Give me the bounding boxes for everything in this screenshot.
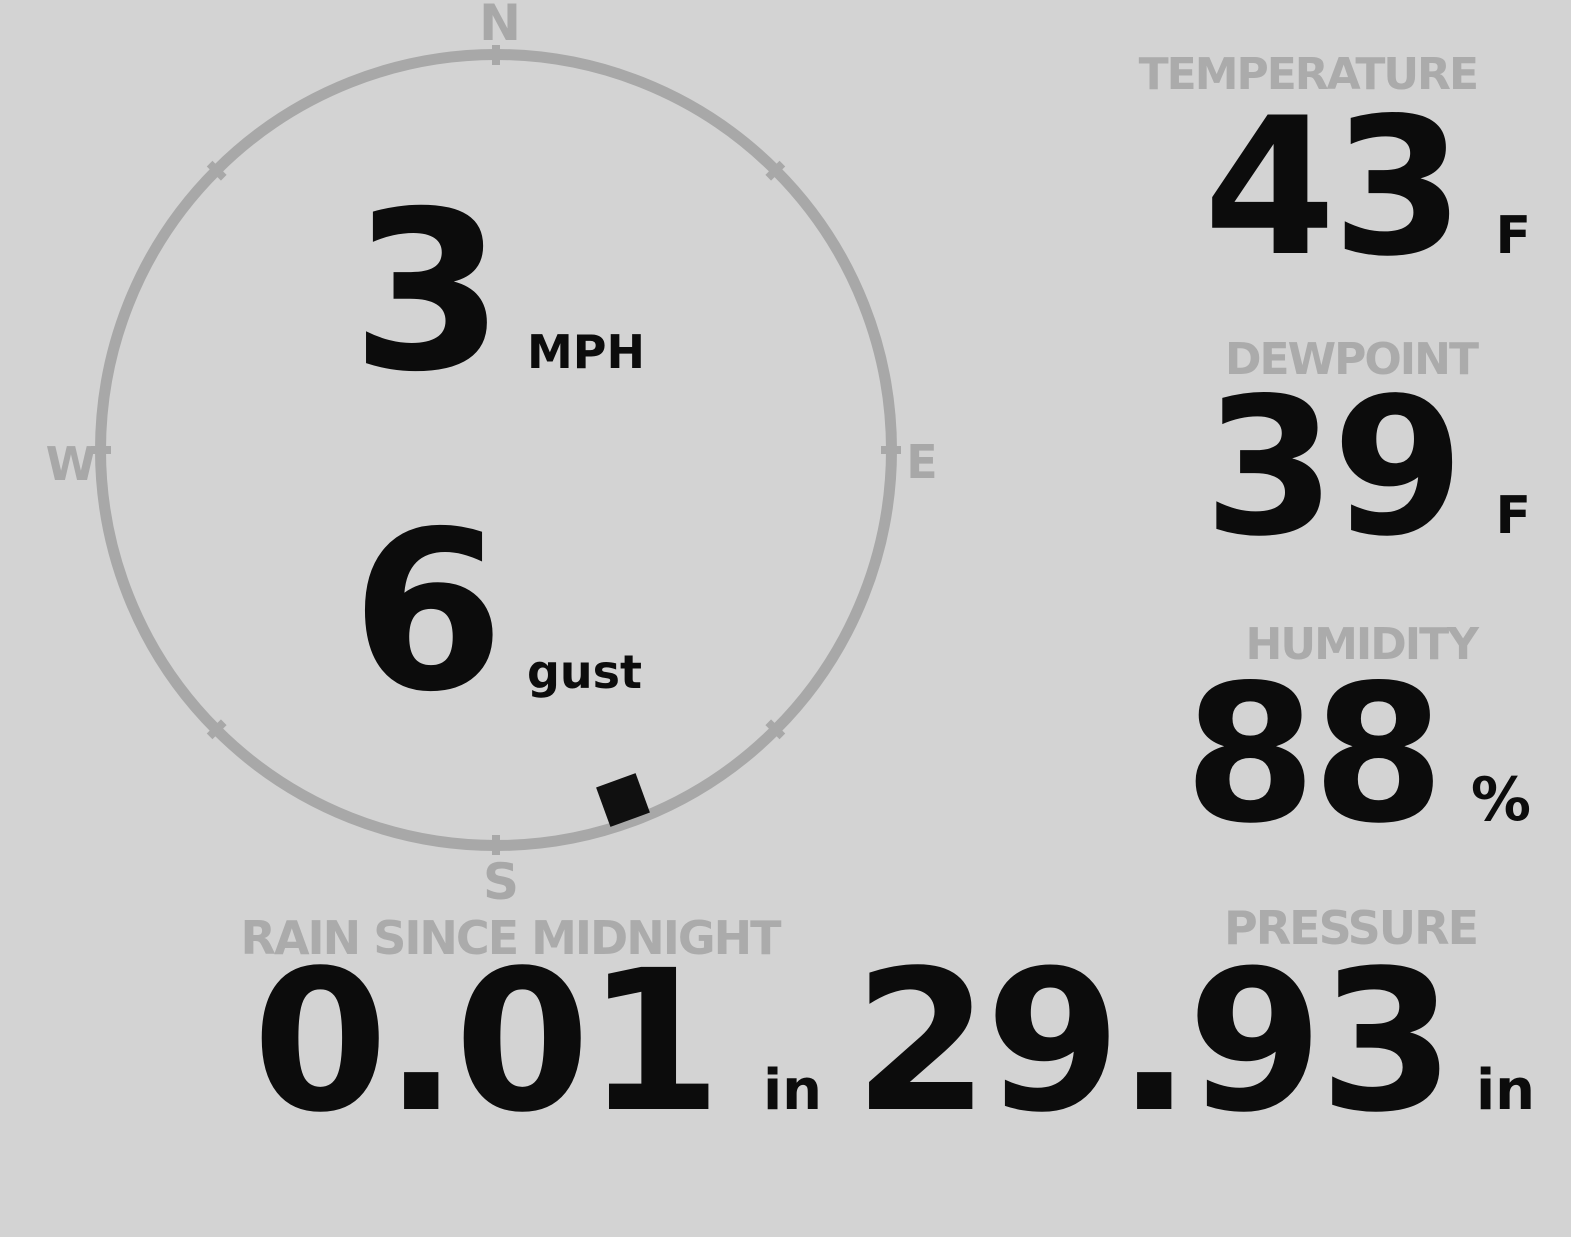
rain-value: 0.01 bbox=[252, 928, 721, 1155]
temperature-reading: 43 F bbox=[1204, 93, 1531, 283]
cardinal-west-label: W bbox=[45, 437, 97, 491]
humidity-unit: % bbox=[1470, 765, 1531, 835]
rain-reading: 0.01 in bbox=[252, 944, 822, 1139]
wind-gust: 6 gust bbox=[260, 502, 642, 722]
pressure-reading: 29.93 in bbox=[854, 944, 1535, 1139]
wind-gust-value: 6 bbox=[351, 484, 504, 740]
pressure-label: PRESSURE bbox=[1224, 901, 1479, 955]
compass-tick bbox=[492, 835, 500, 855]
wind-speed: 3 MPH bbox=[260, 182, 645, 402]
cardinal-north-label: N bbox=[479, 0, 521, 52]
pressure-unit: in bbox=[1475, 1058, 1535, 1123]
dewpoint-value: 39 bbox=[1203, 357, 1465, 578]
temperature-value: 43 bbox=[1203, 77, 1465, 298]
temperature-unit: F bbox=[1495, 206, 1531, 266]
wind-speed-unit: MPH bbox=[527, 325, 645, 379]
rain-label: RAIN SINCE MIDNIGHT bbox=[240, 911, 782, 965]
humidity-value: 88 bbox=[1184, 644, 1445, 865]
compass-tick bbox=[492, 45, 500, 65]
cardinal-east-label: E bbox=[906, 435, 938, 489]
rain-unit: in bbox=[762, 1058, 822, 1123]
dewpoint-reading: 39 F bbox=[1204, 373, 1531, 563]
wind-gust-unit: gust bbox=[527, 645, 643, 699]
humidity-reading: 88 % bbox=[1184, 660, 1531, 850]
cardinal-south-label: S bbox=[482, 853, 520, 911]
pressure-value: 29.93 bbox=[853, 928, 1455, 1155]
dewpoint-label: DEWPOINT bbox=[1225, 334, 1479, 385]
temperature-label: TEMPERATURE bbox=[1138, 49, 1479, 100]
humidity-label: HUMIDITY bbox=[1245, 619, 1479, 670]
dewpoint-unit: F bbox=[1495, 486, 1531, 546]
compass-tick bbox=[881, 446, 901, 454]
wind-speed-value: 3 bbox=[351, 164, 504, 420]
